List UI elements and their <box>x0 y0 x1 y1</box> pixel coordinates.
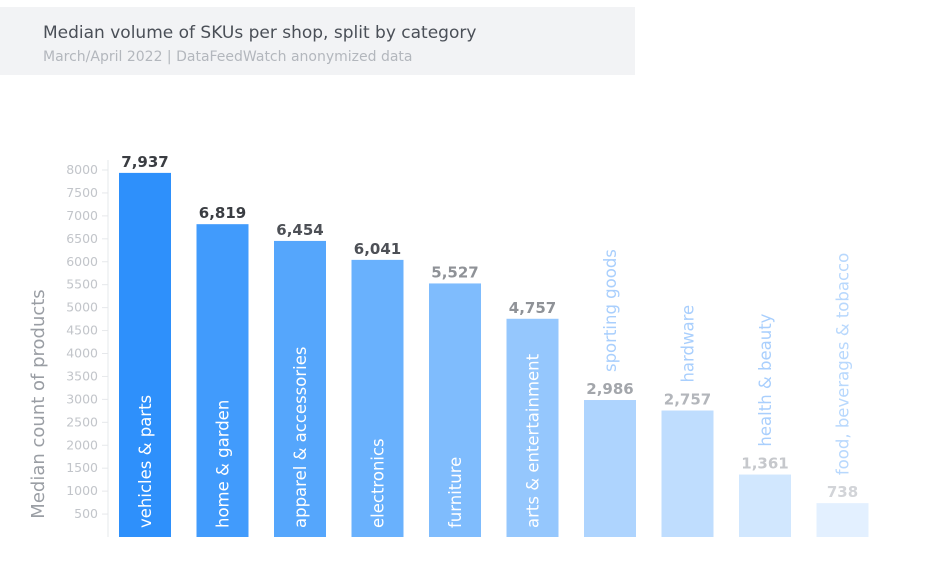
y-tick-label: 4500 <box>66 323 98 338</box>
bar <box>816 503 869 537</box>
data-label: 2,986 <box>586 380 633 398</box>
category-label: health & beauty <box>756 313 775 446</box>
y-tick-label: 7500 <box>66 185 98 200</box>
bar <box>196 224 249 537</box>
y-tick-label: 1000 <box>66 483 98 498</box>
bar <box>584 400 636 537</box>
y-tick-label: 5000 <box>66 300 98 315</box>
y-tick-label: 2000 <box>66 437 98 452</box>
bar <box>119 172 171 537</box>
chart-subtitle: March/April 2022 | DataFeedWatch anonymi… <box>43 49 413 65</box>
category-label: electronics <box>369 438 388 528</box>
data-label: 2,757 <box>664 391 711 409</box>
bar <box>429 283 481 537</box>
category-label: vehicles & parts <box>136 395 155 528</box>
data-label: 6,819 <box>199 204 246 222</box>
y-tick-label: 6500 <box>66 231 98 246</box>
bar <box>274 240 326 538</box>
y-tick-label: 2500 <box>66 414 98 429</box>
y-tick-label: 3500 <box>66 368 98 383</box>
data-label: 4,757 <box>509 299 556 317</box>
chart-header: Median volume of SKUs per shop, split by… <box>0 7 635 75</box>
y-tick-label: 500 <box>74 506 98 521</box>
bar <box>661 410 714 537</box>
bar <box>739 474 791 537</box>
y-tick-label: 3000 <box>66 391 98 406</box>
data-label: 738 <box>827 483 858 501</box>
category-label: home & garden <box>214 400 233 528</box>
y-tick-label: 8000 <box>66 162 98 177</box>
category-label: apparel & accessories <box>291 347 310 529</box>
y-tick-label: 5500 <box>66 277 98 292</box>
category-label: arts & entertainment <box>524 353 543 528</box>
data-label: 1,361 <box>741 455 788 473</box>
category-label: furniture <box>446 457 465 528</box>
data-label: 6,041 <box>354 240 401 258</box>
bar <box>506 318 559 537</box>
y-tick-label: 7000 <box>66 208 98 223</box>
category-label: hardware <box>679 305 698 383</box>
data-label: 7,937 <box>121 153 168 171</box>
y-axis-title: Median count of products <box>28 289 49 518</box>
chart-title: Median volume of SKUs per shop, split by… <box>43 23 477 43</box>
y-tick-label: 4000 <box>66 346 98 361</box>
data-label: 6,454 <box>276 221 323 239</box>
bar <box>351 259 404 537</box>
y-tick-label: 1500 <box>66 460 98 475</box>
category-label: food, beverages & tobacco <box>834 253 853 475</box>
category-label: sporting goods <box>601 249 620 372</box>
y-tick-label: 6000 <box>66 254 98 269</box>
data-label: 5,527 <box>431 263 478 281</box>
